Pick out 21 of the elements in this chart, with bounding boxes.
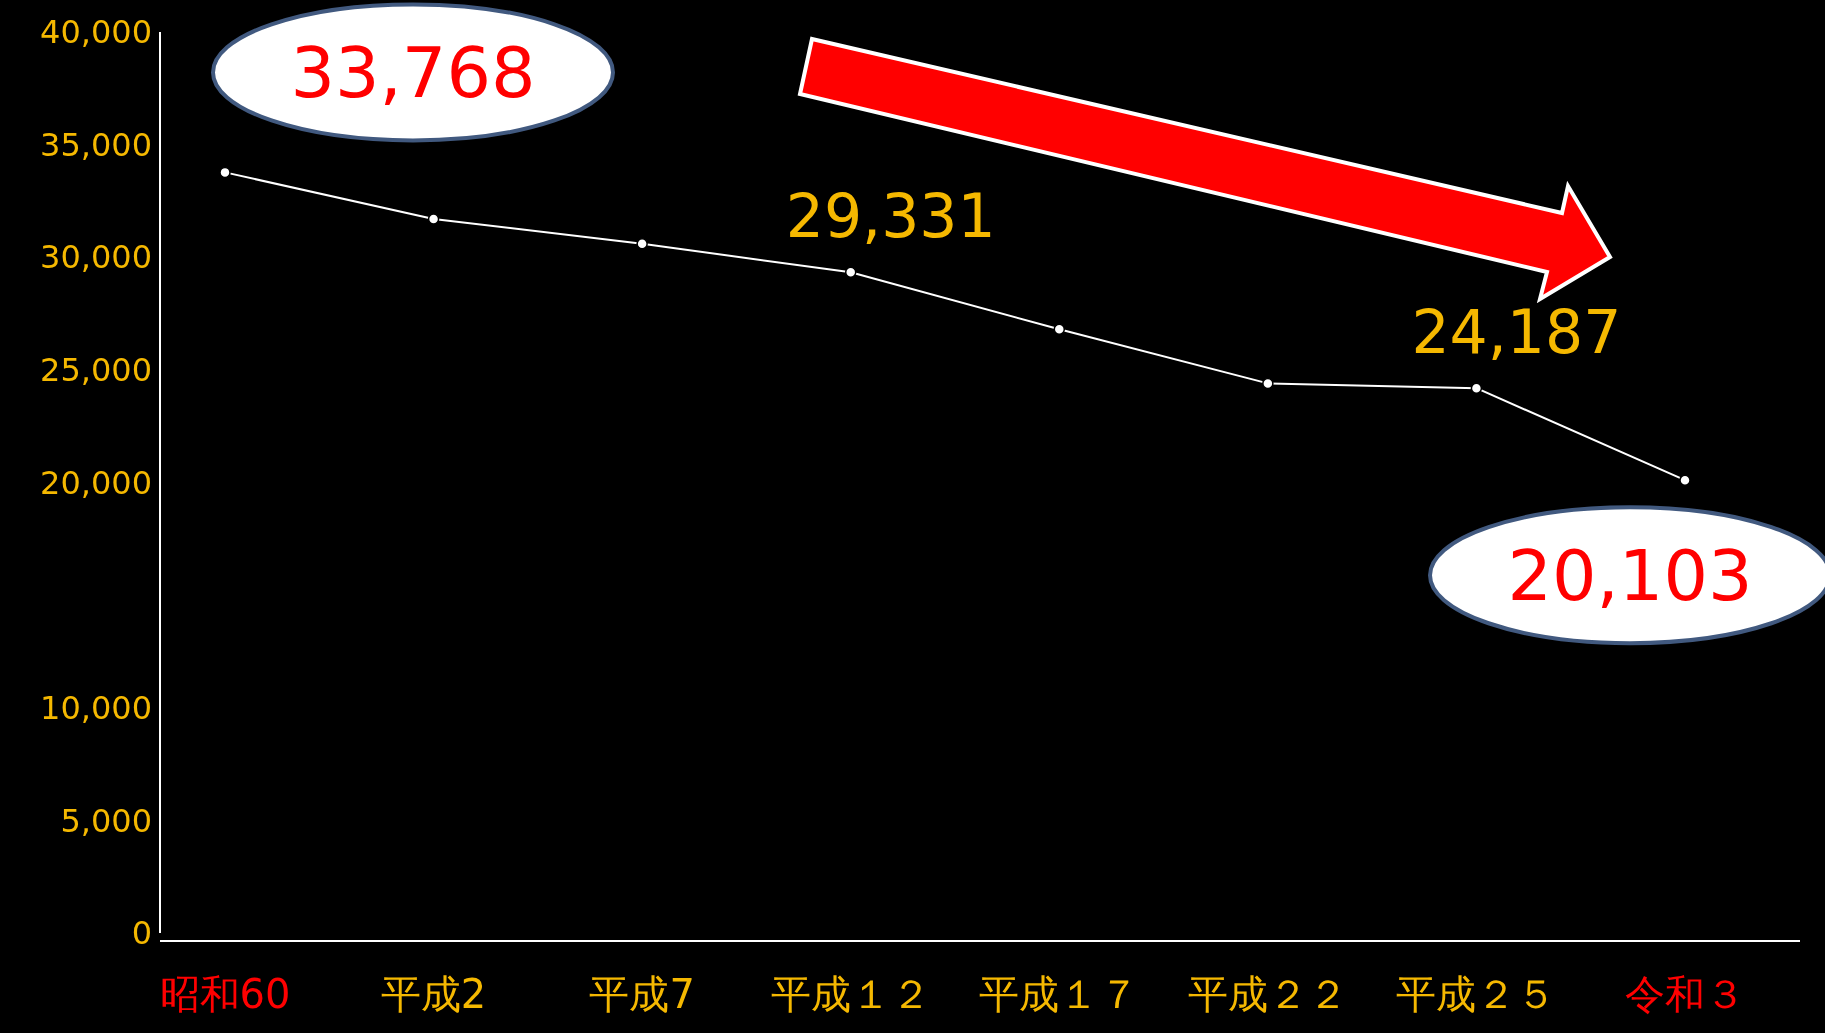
x-tick-label: 平成１７ xyxy=(979,971,1140,1017)
y-tick-label: 25,000 xyxy=(40,351,152,390)
data-label: 29,331 xyxy=(785,181,996,252)
x-tick-label: 平成１２ xyxy=(770,971,931,1017)
y-tick-label: 5,000 xyxy=(60,801,152,840)
data-label: 24,187 xyxy=(1411,297,1622,368)
x-tick-label: 昭和60 xyxy=(159,971,291,1017)
y-tick-label: 30,000 xyxy=(40,238,152,277)
data-label: 20,103 xyxy=(1507,534,1753,617)
y-tick-label: 20,000 xyxy=(40,463,152,502)
x-tick-label: 平成２５ xyxy=(1396,971,1557,1017)
x-tick-label: 令和３ xyxy=(1625,971,1745,1017)
x-tick-label: 平成7 xyxy=(589,971,695,1017)
data-label: 33,768 xyxy=(290,31,536,114)
x-tick-label: 平成２２ xyxy=(1187,971,1348,1017)
y-tick-label: 35,000 xyxy=(40,125,152,164)
y-tick-label: 40,000 xyxy=(40,13,152,52)
point xyxy=(427,213,440,225)
y-tick-label: 0 xyxy=(131,914,152,953)
y-tick-label: 10,000 xyxy=(40,688,152,727)
x-tick-label: 平成2 xyxy=(380,971,487,1017)
